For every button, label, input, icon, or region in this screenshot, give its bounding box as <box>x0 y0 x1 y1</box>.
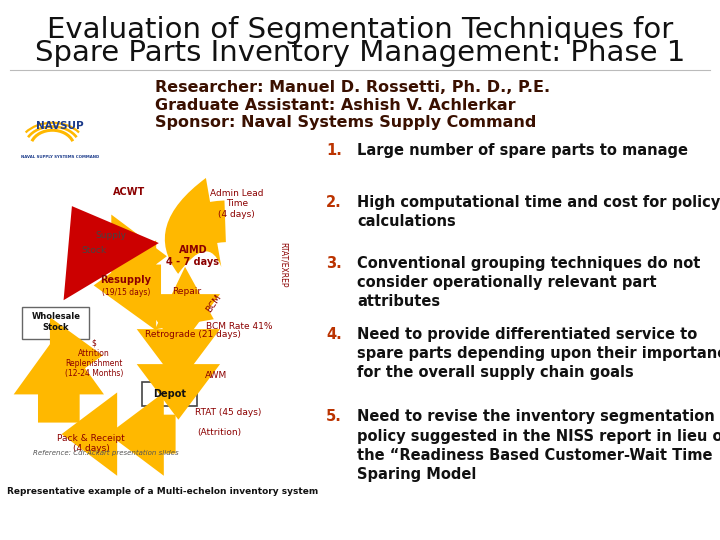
Text: Resupply: Resupply <box>100 274 151 285</box>
Text: NAVAL SUPPLY SYSTEMS COMMAND: NAVAL SUPPLY SYSTEMS COMMAND <box>21 155 99 159</box>
FancyBboxPatch shape <box>93 240 106 249</box>
Text: Evaluation of Segmentation Techniques for: Evaluation of Segmentation Techniques fo… <box>47 16 673 44</box>
Text: 3.: 3. <box>326 256 342 271</box>
Text: Large number of spare parts to manage: Large number of spare parts to manage <box>358 143 688 158</box>
Text: RTAT/EXREP: RTAT/EXREP <box>279 242 288 288</box>
Text: Sponsor: Naval Systems Supply Command: Sponsor: Naval Systems Supply Command <box>155 114 536 130</box>
Text: Stock: Stock <box>81 246 107 255</box>
Text: Researcher: Manuel D. Rossetti, Ph. D., P.E.: Researcher: Manuel D. Rossetti, Ph. D., … <box>155 80 550 96</box>
Text: Retrograde (21 days): Retrograde (21 days) <box>145 330 241 340</box>
Text: Graduate Assistant: Ashish V. Achlerkar: Graduate Assistant: Ashish V. Achlerkar <box>155 98 516 112</box>
FancyBboxPatch shape <box>22 307 89 339</box>
Text: (19/15 days): (19/15 days) <box>102 288 150 297</box>
Text: Reference: Cdr.Ackart presentation slides: Reference: Cdr.Ackart presentation slide… <box>32 450 179 456</box>
Text: 2.: 2. <box>326 195 342 210</box>
Text: Depot: Depot <box>153 389 186 399</box>
Text: Need to revise the inventory segmentation
policy suggested in the NISS report in: Need to revise the inventory segmentatio… <box>358 409 720 482</box>
Text: Admin Lead
Time
(4 days): Admin Lead Time (4 days) <box>210 189 264 219</box>
Text: AIMD
4 - 7 days: AIMD 4 - 7 days <box>166 245 220 267</box>
Text: RTAT (45 days): RTAT (45 days) <box>195 408 261 417</box>
FancyBboxPatch shape <box>76 240 88 249</box>
Text: 1.: 1. <box>326 143 342 158</box>
Text: High computational time and cost for policy
calculations: High computational time and cost for pol… <box>358 195 720 230</box>
Text: Need to provide differentiated service to
spare parts depending upon their impor: Need to provide differentiated service t… <box>358 327 720 380</box>
Text: ACWT: ACWT <box>113 187 145 197</box>
Text: 4.: 4. <box>326 327 342 342</box>
Text: Conventional grouping techniques do not
consider operationally relevant part
att: Conventional grouping techniques do not … <box>358 256 701 309</box>
Text: BCM Rate 41%: BCM Rate 41% <box>207 322 273 330</box>
Text: Supply: Supply <box>96 231 127 240</box>
Text: (Attrition): (Attrition) <box>197 428 241 437</box>
Text: Representative example of a Multi-echelon inventory system: Representative example of a Multi-echelo… <box>7 488 319 496</box>
FancyBboxPatch shape <box>111 240 123 249</box>
Text: Spare Parts Inventory Management: Phase 1: Spare Parts Inventory Management: Phase … <box>35 39 685 67</box>
Text: Pack & Receipt
(4 days): Pack & Receipt (4 days) <box>57 434 125 453</box>
Text: NAVSUP: NAVSUP <box>36 121 84 131</box>
Text: Repair: Repair <box>173 287 202 296</box>
FancyBboxPatch shape <box>142 382 197 407</box>
Text: AWM: AWM <box>205 372 228 380</box>
Text: 5.: 5. <box>326 409 342 424</box>
Text: BCM: BCM <box>204 292 222 314</box>
Text: $
Attrition
Replenishment
(12-24 Months): $ Attrition Replenishment (12-24 Months) <box>65 338 123 379</box>
Text: Wholesale
Stock: Wholesale Stock <box>32 312 81 332</box>
